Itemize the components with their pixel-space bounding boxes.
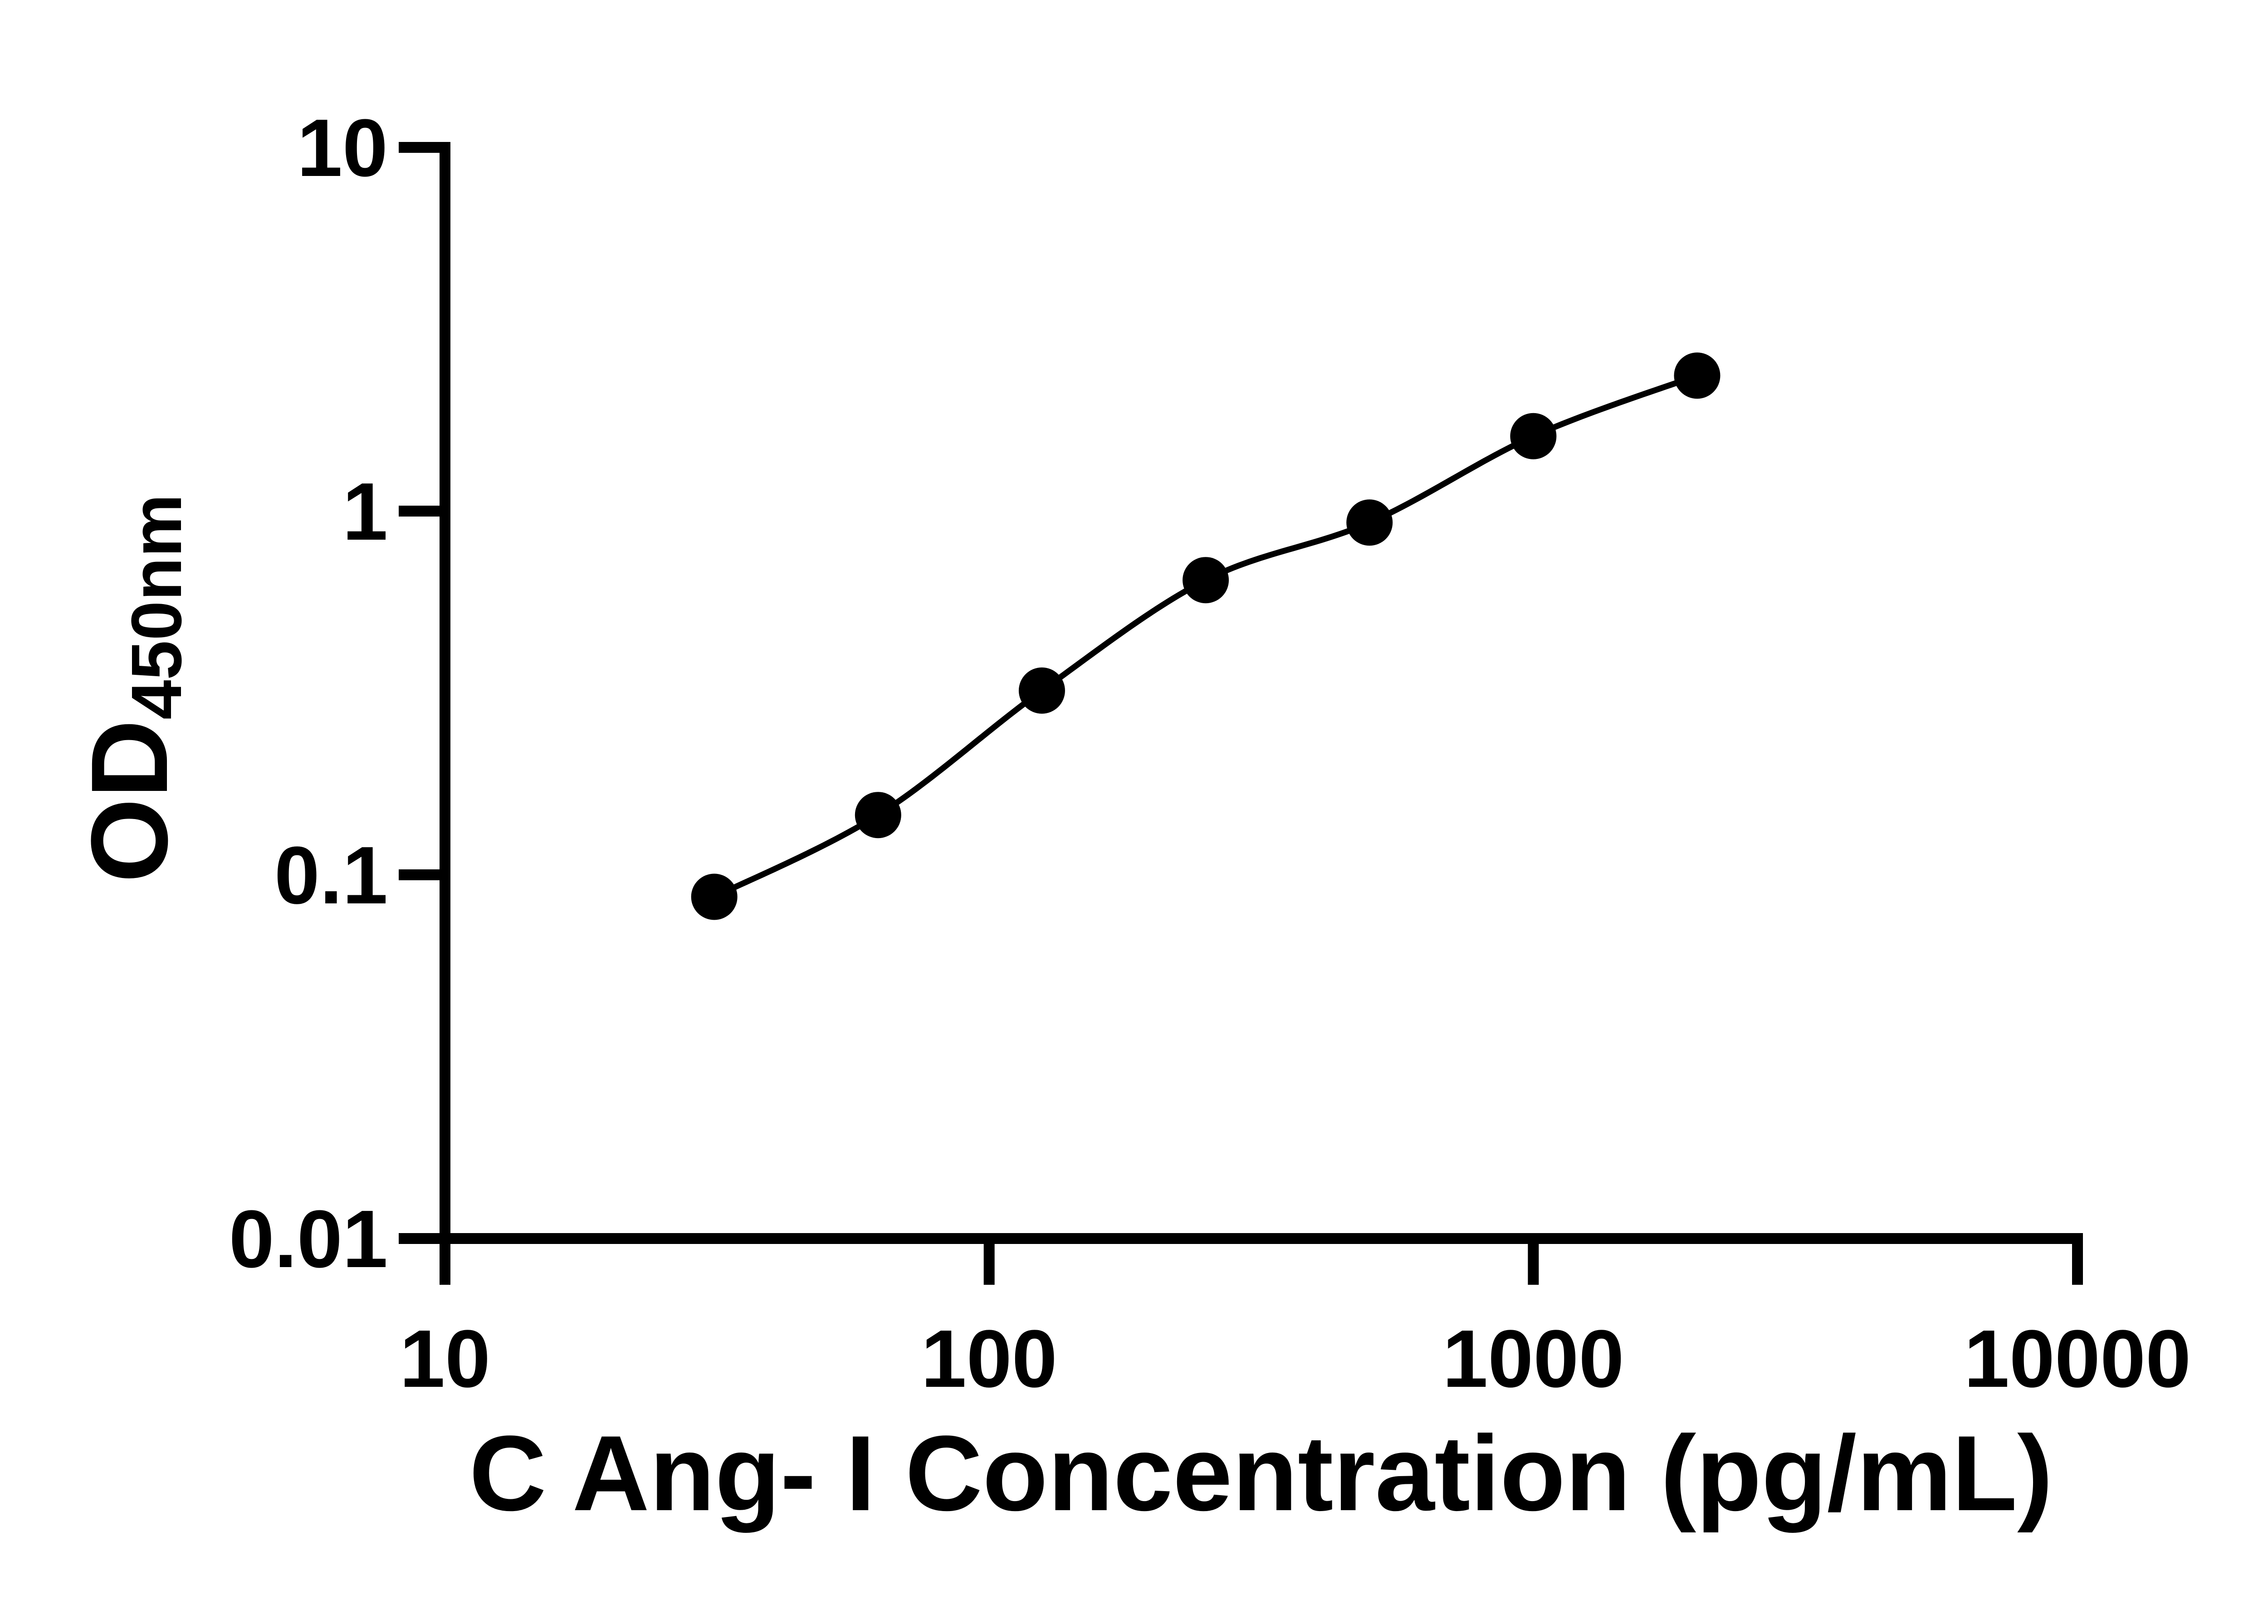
svg-text:0.1: 0.1 xyxy=(274,830,388,921)
svg-text:10: 10 xyxy=(400,1313,490,1405)
svg-text:10000: 10000 xyxy=(1964,1313,2191,1405)
svg-text:1000: 1000 xyxy=(1442,1313,1624,1405)
svg-text:C Ang- I Concentration (pg/m: C Ang- I Concentration (pg/mL) xyxy=(469,1414,2053,1533)
svg-text:10: 10 xyxy=(297,102,388,194)
svg-text:100: 100 xyxy=(921,1313,1057,1405)
svg-text:0.01: 0.01 xyxy=(229,1194,388,1285)
svg-text:1: 1 xyxy=(342,466,388,557)
